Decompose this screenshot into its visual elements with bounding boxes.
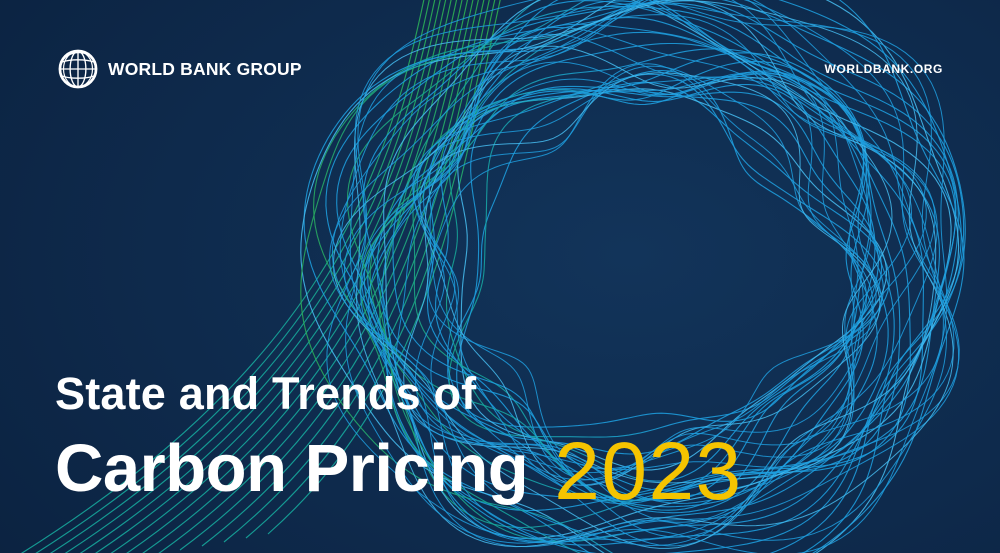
title-year: 2023 (554, 425, 743, 517)
title-line-2: Carbon Pricing (55, 430, 529, 506)
globe-icon (58, 49, 98, 89)
title-line-1: State and Trends of (55, 368, 477, 419)
website-url[interactable]: WORLDBANK.ORG (824, 62, 943, 76)
world-bank-logo[interactable]: WORLD BANK GROUP (57, 48, 302, 90)
logo-wordmark: WORLD BANK GROUP (108, 58, 302, 79)
report-title: State and Trends of Carbon Pricing 2023 (55, 368, 743, 514)
cover-header: WORLD BANK GROUP WORLDBANK.ORG (0, 0, 1000, 90)
